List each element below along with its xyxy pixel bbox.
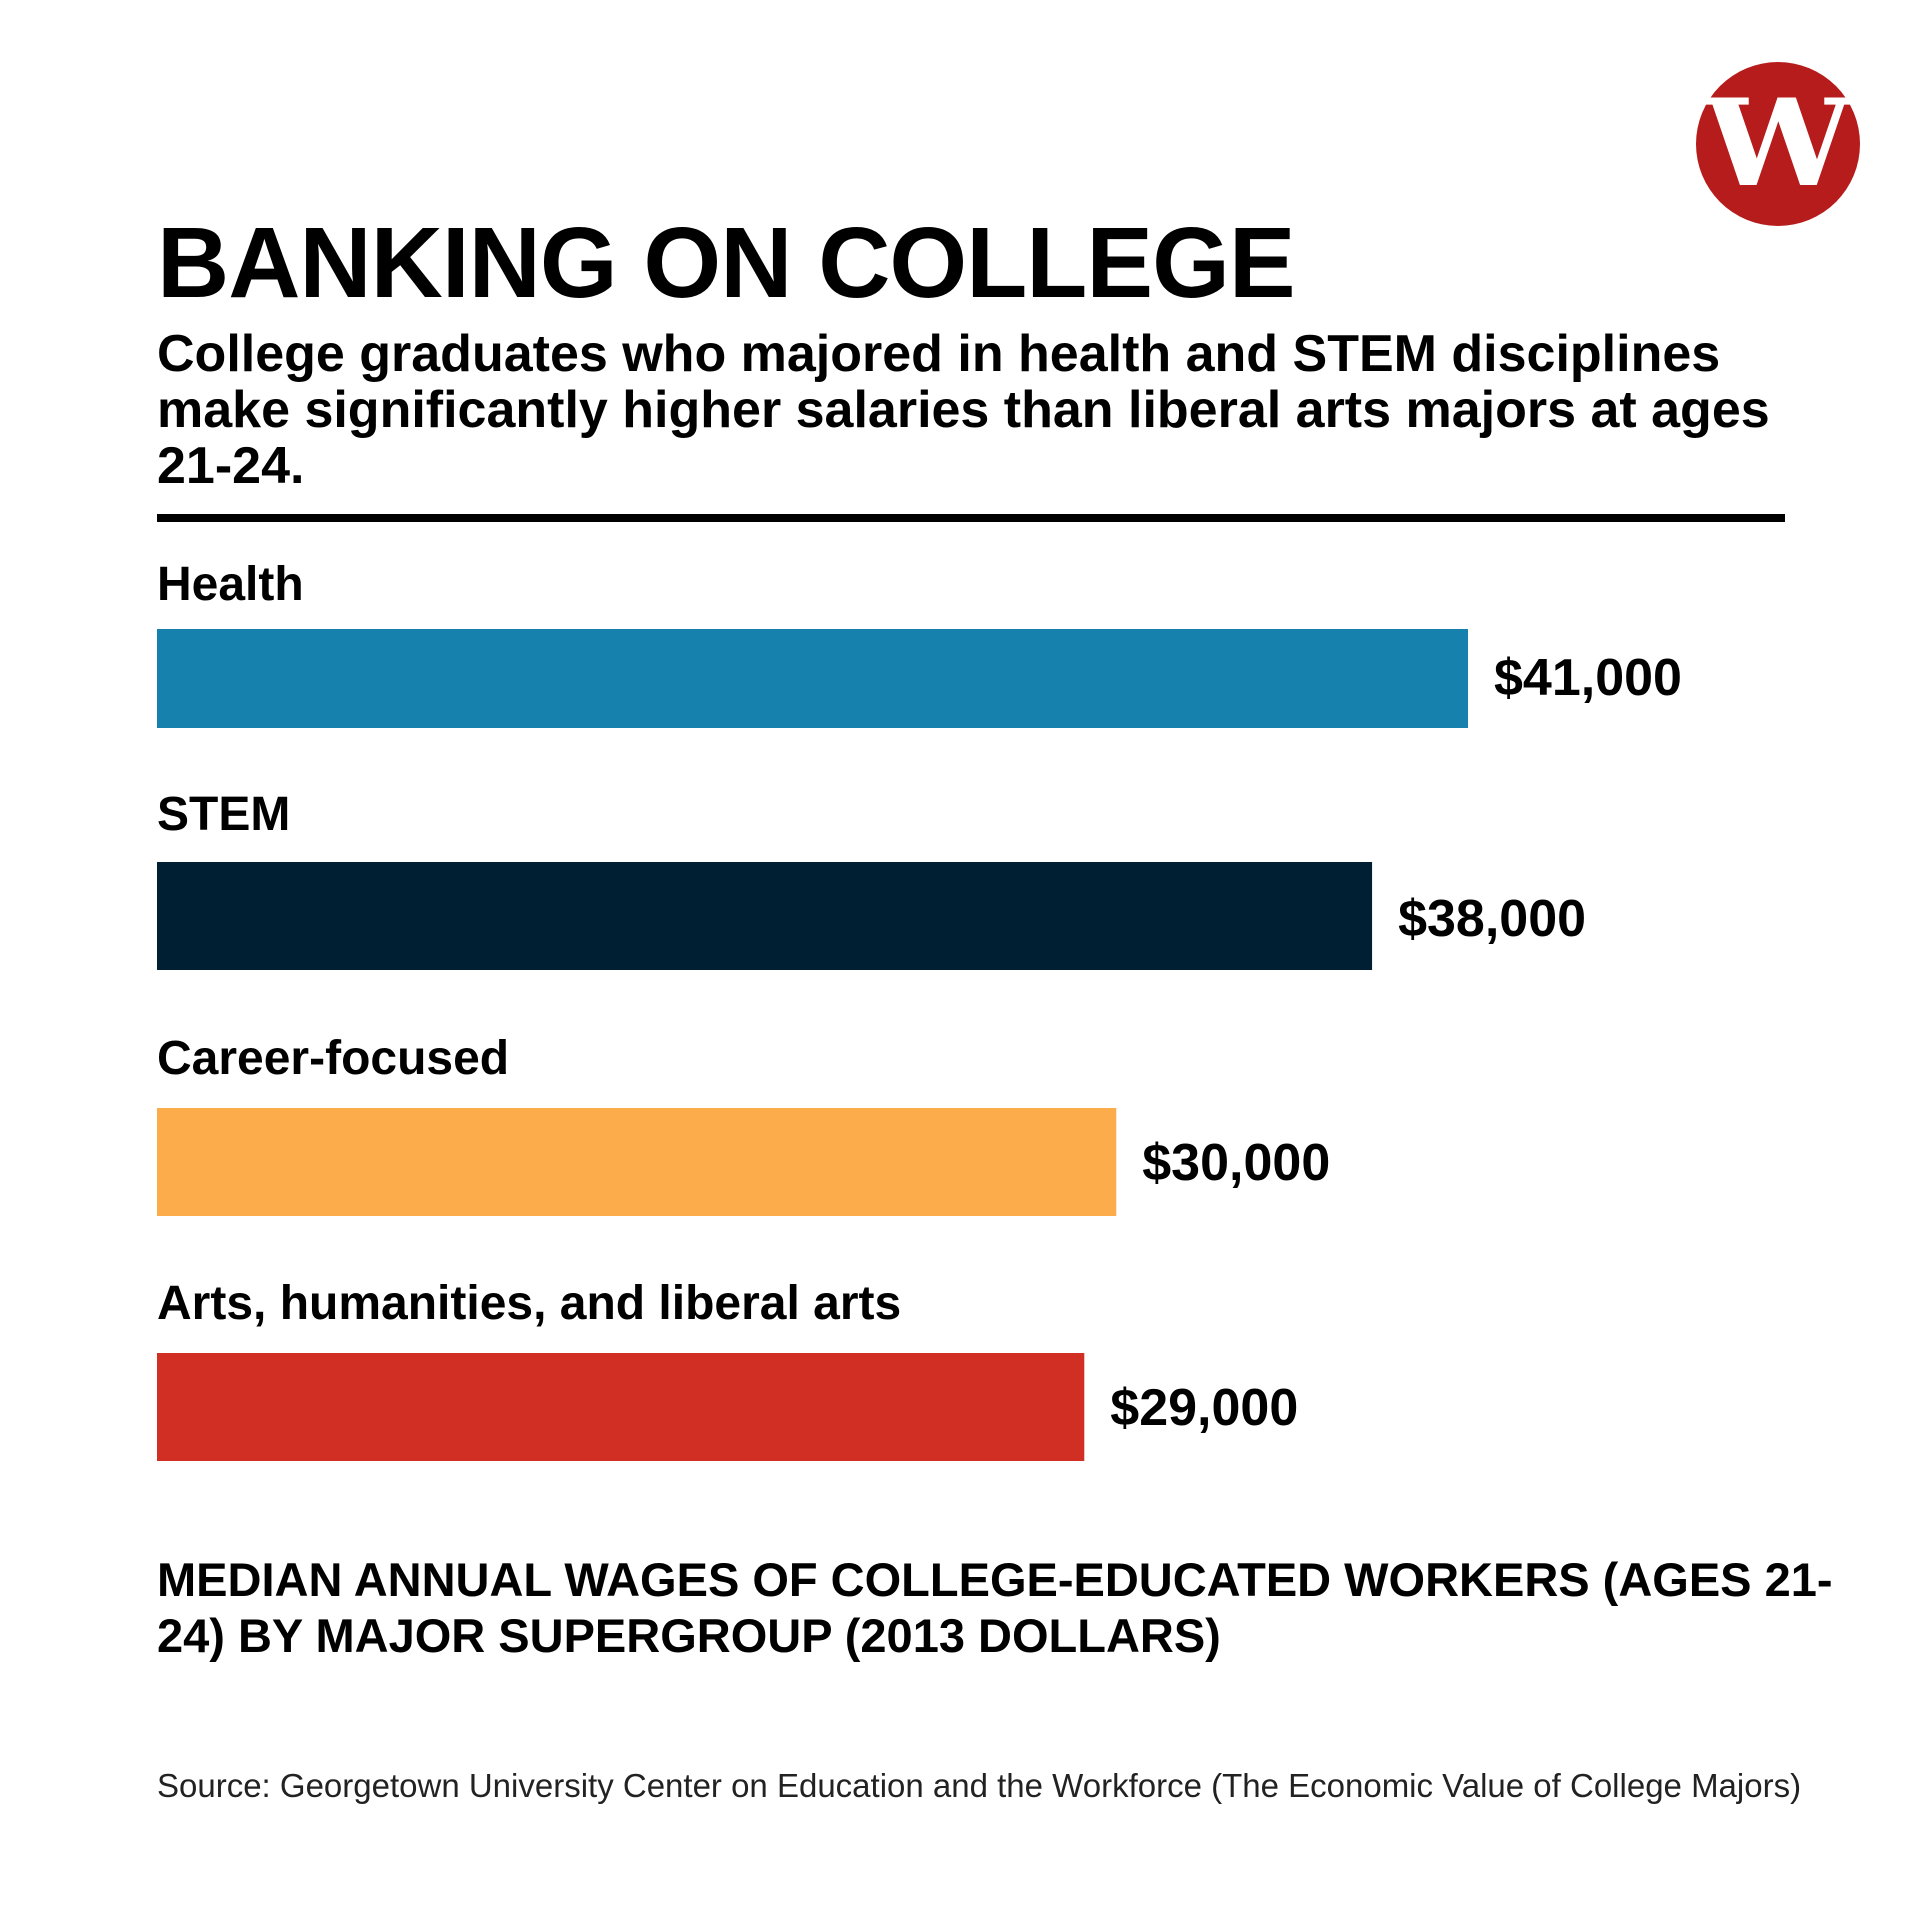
- bar-health: [157, 629, 1468, 728]
- source-note: Source: Georgetown University Center on …: [157, 1767, 1802, 1804]
- publisher-logo: W: [1696, 62, 1860, 226]
- chart-caption: MEDIAN ANNUAL WAGES OF COLLEGE-EDUCATED …: [157, 1553, 1833, 1662]
- category-label-stem: STEM: [157, 788, 290, 841]
- chart-subtitle: College graduates who majored in health …: [157, 325, 1770, 495]
- logo-letter: W: [1703, 73, 1853, 214]
- chart-title: BANKING ON COLLEGE: [157, 207, 1296, 319]
- title-divider: [157, 514, 1785, 522]
- value-label-arts-humanities-and-liberal-arts: $29,000: [1110, 1379, 1298, 1437]
- bar-arts-humanities-and-liberal-arts: [157, 1353, 1085, 1461]
- value-label-career-focused: $30,000: [1142, 1134, 1330, 1192]
- category-label-arts-humanities-and-liberal-arts: Arts, humanities, and liberal arts: [157, 1277, 901, 1330]
- value-label-stem: $38,000: [1398, 890, 1586, 948]
- value-label-health: $41,000: [1494, 649, 1682, 707]
- category-label-career-focused: Career-focused: [157, 1032, 509, 1085]
- category-label-health: Health: [157, 558, 304, 611]
- bar-career-focused: [157, 1108, 1117, 1216]
- bar-stem: [157, 862, 1373, 970]
